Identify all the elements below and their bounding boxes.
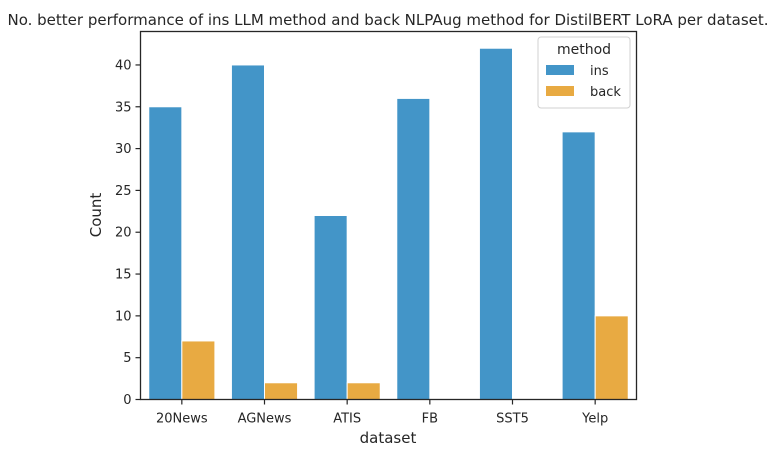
bar-ins-agnews (230, 64, 265, 400)
y-axis-label: Count (87, 193, 105, 238)
x-tick-label: SST5 (496, 412, 529, 427)
bar-back-agnews (264, 382, 299, 400)
y-tick-label: 15 (115, 268, 132, 283)
chart-title: No. better performance of ins LLM method… (7, 11, 768, 29)
legend-items: ins back (546, 64, 621, 100)
legend-title: method (557, 42, 611, 58)
y-tick-label: 5 (123, 351, 131, 366)
legend-swatch-ins (546, 65, 574, 75)
y-tick-label: 40 (115, 58, 132, 73)
x-axis-label: dataset (360, 429, 417, 447)
y-tick-label: 20 (115, 226, 132, 241)
legend-label-back: back (590, 85, 621, 100)
x-tick-label: 20News (156, 412, 208, 427)
plot-frame (139, 30, 638, 401)
legend-label-ins: ins (590, 64, 609, 79)
y-axis: 0 5 10 15 20 25 30 35 40 (115, 58, 141, 408)
bar-ins-20news (148, 106, 183, 401)
bar-back-yelp (594, 315, 629, 400)
x-tick-label: AGNews (238, 412, 292, 427)
bar-ins-atis (313, 215, 348, 400)
bar-ins-yelp (561, 131, 596, 401)
bar-ins-sst5 (478, 47, 513, 400)
y-tick-label: 10 (115, 309, 132, 324)
legend: method ins back (537, 36, 631, 109)
bar-ins-fb (396, 97, 431, 400)
bar-back-atis (346, 382, 381, 400)
x-tick-label: ATIS (333, 412, 361, 427)
legend-swatch-back (546, 86, 574, 96)
y-tick-label: 25 (115, 184, 132, 199)
x-axis: 20News AGNews ATIS FB SST5 Yelp (156, 399, 608, 427)
plot-area (148, 47, 629, 401)
bar-back-20news (181, 340, 216, 401)
y-tick-label: 35 (115, 100, 132, 115)
y-tick-label: 30 (115, 142, 132, 157)
x-tick-label: FB (422, 412, 438, 427)
y-tick-label: 0 (123, 393, 131, 408)
x-tick-label: Yelp (581, 412, 608, 427)
